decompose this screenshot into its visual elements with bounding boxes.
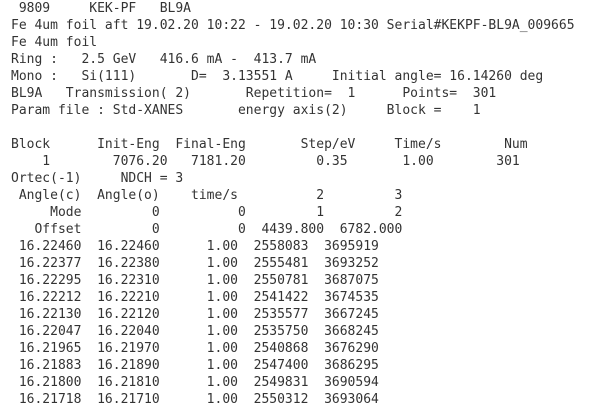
text-line: 9809 KEK-PF BL9A — [11, 1, 192, 16]
text-line: 16.21718 16.21710 1.00 2550312 3693064 — [11, 392, 379, 407]
text-line: 16.22295 16.22310 1.00 2550781 3687075 — [11, 273, 379, 288]
header-block: 9809 KEK-PF BL9A Fe 4um foil aft 19.02.20… — [11, 0, 590, 119]
text-line: 16.22212 16.22210 1.00 2541422 3674535 — [11, 290, 379, 305]
text-line: Fe 4um foil — [11, 35, 98, 50]
text-line: 16.21800 16.21810 1.00 2549831 3690594 — [11, 375, 379, 390]
text-line: Ring : 2.5 GeV 416.6 mA - 413.7 mA — [11, 52, 317, 67]
text-line: 16.22130 16.22120 1.00 2535577 3667245 — [11, 307, 379, 322]
text-line: Mode 0 0 1 2 — [11, 205, 403, 220]
text-line: 16.22047 16.22040 1.00 2535750 3668245 — [11, 324, 379, 339]
text-line: Param file : Std-XANES energy axis(2) Bl… — [11, 103, 481, 118]
text-line: 16.21965 16.21970 1.00 2540868 3676290 — [11, 341, 379, 356]
text-line: Offset 0 0 4439.800 6782.000 — [11, 222, 403, 237]
text-line: Fe 4um foil aft 19.02.20 10:22 - 19.02.2… — [11, 18, 575, 33]
text-line: BL9A Transmission( 2) Repetition= 1 Poin… — [11, 86, 497, 101]
text-line: Block Init-Eng Final-Eng Step/eV Time/s … — [11, 137, 528, 152]
blank-line — [11, 119, 590, 136]
text-line: Ortec(-1) NDCH = 3 — [11, 171, 184, 186]
text-line: 16.21883 16.21890 1.00 2547400 3686295 — [11, 358, 379, 373]
text-line: Mono : Si(111) D= 3.13551 A Initial angl… — [11, 69, 544, 84]
data-block: Block Init-Eng Final-Eng Step/eV Time/s … — [11, 136, 590, 408]
text-line: 16.22377 16.22380 1.00 2555481 3693252 — [11, 256, 379, 271]
text-line: 1 7076.20 7181.20 0.35 1.00 301 — [11, 154, 520, 169]
text-line: Angle(c) Angle(o) time/s 2 3 — [11, 188, 403, 203]
text-line: 16.22460 16.22460 1.00 2558083 3695919 — [11, 239, 379, 254]
